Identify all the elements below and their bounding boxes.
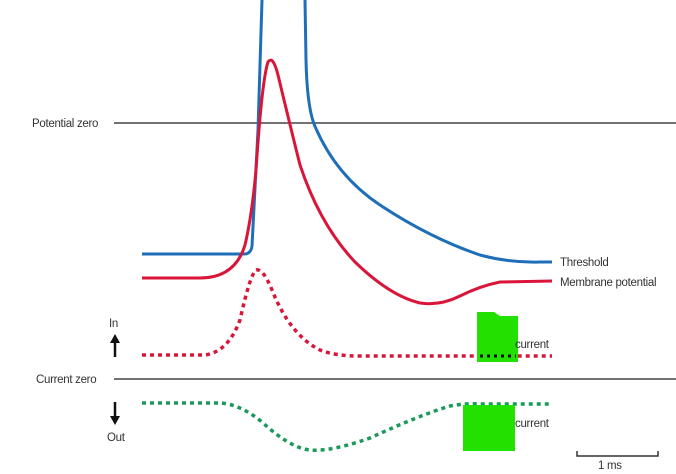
membrane-potential-legend-label: Membrane potential <box>560 277 656 289</box>
arrow-up-icon <box>110 334 120 357</box>
potential-zero-label: Potential zero <box>32 118 98 130</box>
outward-current-label: current <box>515 418 550 430</box>
membrane-potential-curve <box>142 58 553 306</box>
scale-bar <box>576 451 659 457</box>
inward-current-curve <box>142 268 552 358</box>
in-label: In <box>109 318 118 330</box>
redaction-block-inward <box>477 312 518 362</box>
out-label: Out <box>107 432 126 444</box>
scale-bar-label: 1 ms <box>598 460 622 472</box>
inward-current-label: current <box>515 339 550 351</box>
threshold-curve <box>142 0 552 264</box>
current-zero-label: Current zero <box>36 374 96 386</box>
threshold-legend-label: Threshold <box>560 257 608 269</box>
redaction-block-outward <box>463 405 515 451</box>
arrow-down-icon <box>110 402 120 425</box>
